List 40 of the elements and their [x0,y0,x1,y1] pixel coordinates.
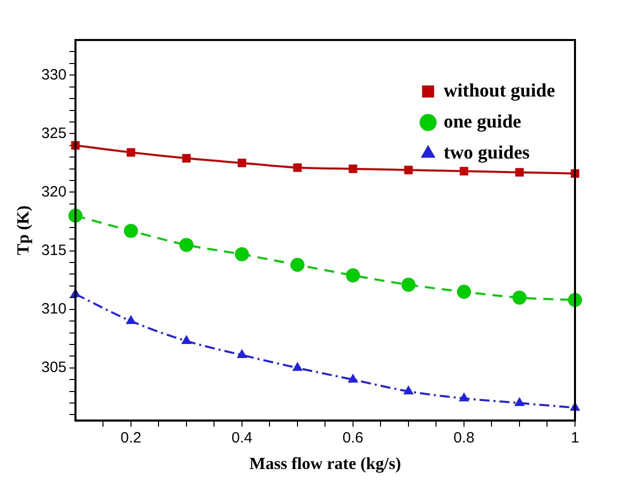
point [346,268,360,282]
point [179,238,194,252]
point [238,158,246,168]
point [292,362,303,371]
y-tick-label: 320 [41,183,66,200]
point [456,284,471,299]
point [514,397,525,406]
point [460,166,468,176]
point [234,247,249,262]
point [403,385,414,394]
x-tick-label: 0.2 [120,430,142,447]
point [126,315,136,324]
legend-label: two guides [444,142,530,164]
y-tick-label: 305 [41,359,66,376]
x-axis-title: Mass flow rate (kg/s) [249,454,401,474]
x-tick-label: 0.4 [232,430,252,447]
point [290,258,304,272]
point [458,392,470,402]
point [401,278,416,292]
point [348,164,358,174]
y-axis-title: Tp (K) [14,206,33,256]
point [293,163,302,172]
point [348,374,358,383]
legend-label: without guide [444,80,556,102]
y-tick-label: 310 [41,300,66,318]
x-tick-label: 0.8 [454,430,474,447]
point [515,168,524,177]
legend-label: one guide [444,111,522,132]
point [182,154,191,163]
y-tick-label: 330 [41,66,66,84]
point [126,148,136,157]
point [404,166,413,174]
y-tick-label: 315 [41,242,66,259]
point [512,290,526,305]
x-tick-label: 0.6 [342,430,364,447]
y-tick-label: 325 [41,124,66,142]
point [124,224,138,238]
point [236,349,248,358]
point [181,334,192,344]
x-tick-label: 1 [570,430,580,447]
